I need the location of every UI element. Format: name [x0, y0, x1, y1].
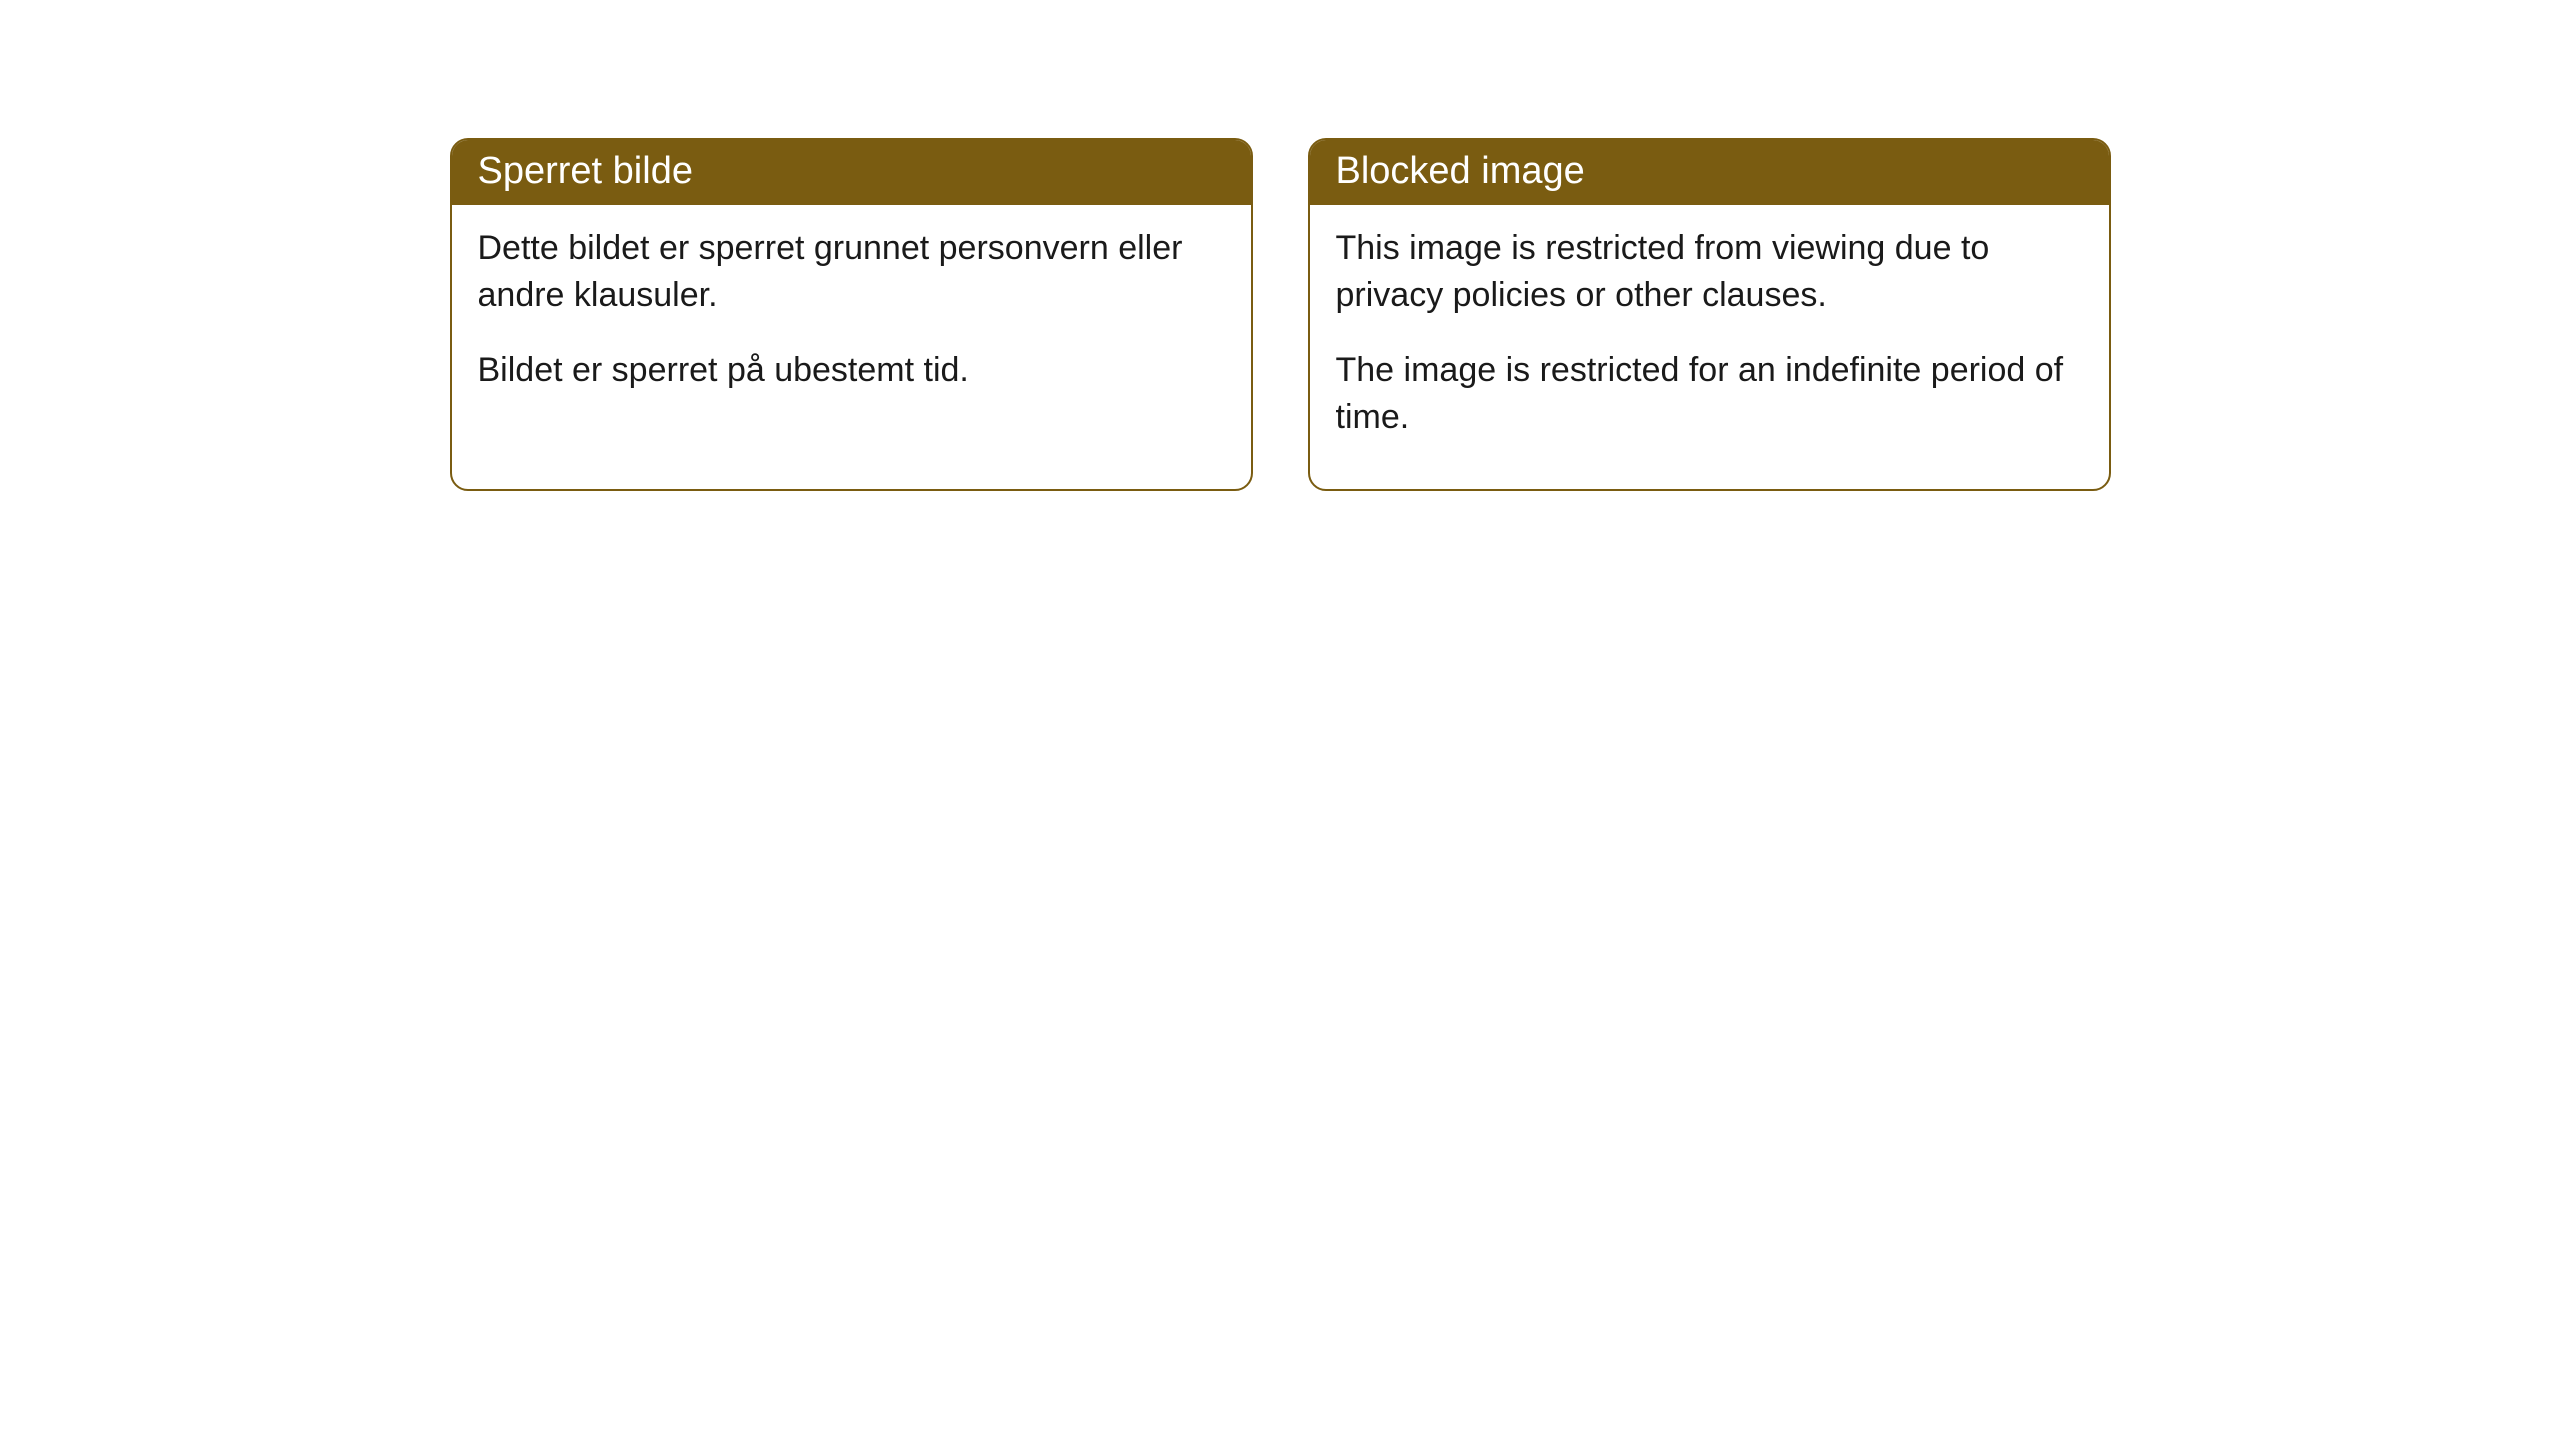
notice-paragraph-2-norwegian: Bildet er sperret på ubestemt tid. [478, 347, 1225, 394]
blocked-image-notice-norwegian: Sperret bilde Dette bildet er sperret gr… [450, 138, 1253, 491]
blocked-image-notice-english: Blocked image This image is restricted f… [1308, 138, 2111, 491]
notice-cards-container: Sperret bilde Dette bildet er sperret gr… [450, 138, 2111, 491]
card-header-english: Blocked image [1310, 140, 2109, 205]
notice-paragraph-1-norwegian: Dette bildet er sperret grunnet personve… [478, 225, 1225, 319]
card-header-norwegian: Sperret bilde [452, 140, 1251, 205]
notice-paragraph-2-english: The image is restricted for an indefinit… [1336, 347, 2083, 441]
notice-paragraph-1-english: This image is restricted from viewing du… [1336, 225, 2083, 319]
card-body-english: This image is restricted from viewing du… [1310, 205, 2109, 489]
card-body-norwegian: Dette bildet er sperret grunnet personve… [452, 205, 1251, 442]
